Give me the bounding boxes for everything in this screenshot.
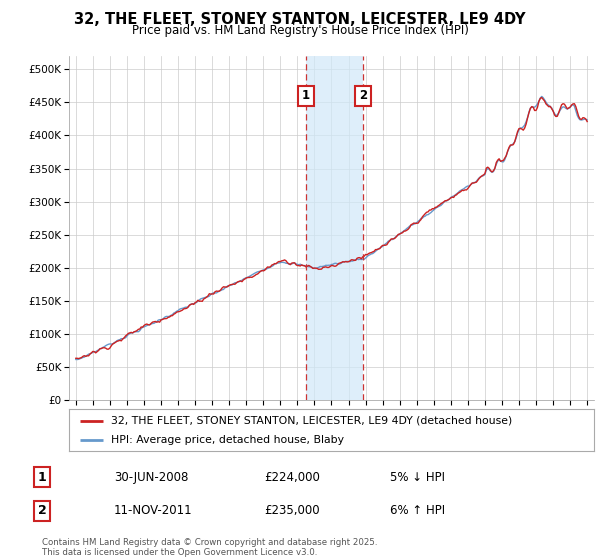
Text: 32, THE FLEET, STONEY STANTON, LEICESTER, LE9 4DY: 32, THE FLEET, STONEY STANTON, LEICESTER… xyxy=(74,12,526,27)
Bar xyxy=(306,56,363,400)
Text: £224,000: £224,000 xyxy=(264,470,320,484)
Text: 2: 2 xyxy=(359,89,367,102)
Text: Price paid vs. HM Land Registry's House Price Index (HPI): Price paid vs. HM Land Registry's House … xyxy=(131,24,469,37)
Text: 32, THE FLEET, STONEY STANTON, LEICESTER, LE9 4DY (detached house): 32, THE FLEET, STONEY STANTON, LEICESTER… xyxy=(111,416,512,426)
Text: £235,000: £235,000 xyxy=(264,504,320,517)
Text: Contains HM Land Registry data © Crown copyright and database right 2025.
This d: Contains HM Land Registry data © Crown c… xyxy=(42,538,377,557)
Text: 1: 1 xyxy=(302,89,310,102)
Text: 11-NOV-2011: 11-NOV-2011 xyxy=(114,504,193,517)
Text: HPI: Average price, detached house, Blaby: HPI: Average price, detached house, Blab… xyxy=(111,435,344,445)
Text: 1: 1 xyxy=(38,470,46,484)
Text: 30-JUN-2008: 30-JUN-2008 xyxy=(114,470,188,484)
Text: 5% ↓ HPI: 5% ↓ HPI xyxy=(390,470,445,484)
Text: 2: 2 xyxy=(38,504,46,517)
Text: 6% ↑ HPI: 6% ↑ HPI xyxy=(390,504,445,517)
